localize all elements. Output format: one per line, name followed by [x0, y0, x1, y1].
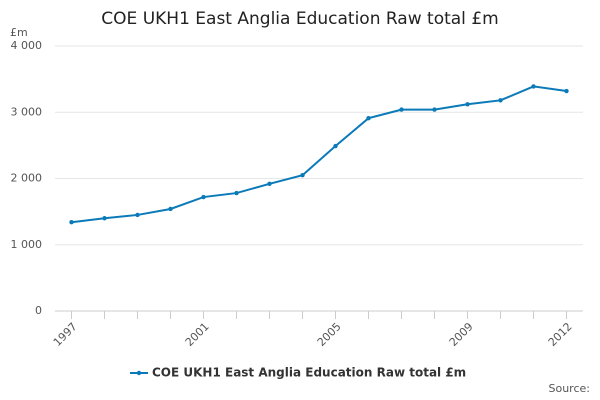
legend-marker	[136, 370, 142, 376]
x-tick-label: 2012	[546, 320, 575, 349]
legend: COE UKH1 East Anglia Education Raw total…	[152, 366, 466, 380]
y-tick-label: 4 000	[11, 39, 43, 52]
data-point	[201, 194, 206, 200]
y-tick-label: 1 000	[11, 238, 43, 251]
data-point	[234, 190, 239, 196]
data-point	[498, 98, 503, 103]
data-point	[465, 102, 470, 107]
data-point	[267, 181, 272, 186]
chart-title: COE UKH1 East Anglia Education Raw total…	[101, 9, 498, 29]
data-point	[564, 88, 569, 94]
x-tick-label: 2005	[315, 320, 344, 349]
data-point	[366, 116, 371, 121]
x-tick-label: 2009	[447, 320, 476, 349]
y-tick-label: 2 000	[11, 172, 43, 185]
data-point	[399, 107, 404, 112]
data-point	[300, 172, 305, 178]
y-tick-label: 3 000	[11, 105, 43, 118]
series-line	[71, 85, 567, 224]
data-point	[135, 212, 140, 218]
data-point	[531, 84, 536, 89]
data-point	[102, 216, 107, 221]
data-point	[333, 143, 338, 149]
x-tick-label: 2001	[183, 320, 212, 349]
x-tick-label: 1997	[51, 320, 80, 349]
data-point	[69, 220, 74, 225]
source: Source:	[549, 382, 591, 395]
data-point	[168, 206, 173, 212]
data-point	[432, 107, 437, 112]
y-unit: £m	[10, 26, 28, 39]
y-tick-label: 0	[35, 304, 42, 317]
